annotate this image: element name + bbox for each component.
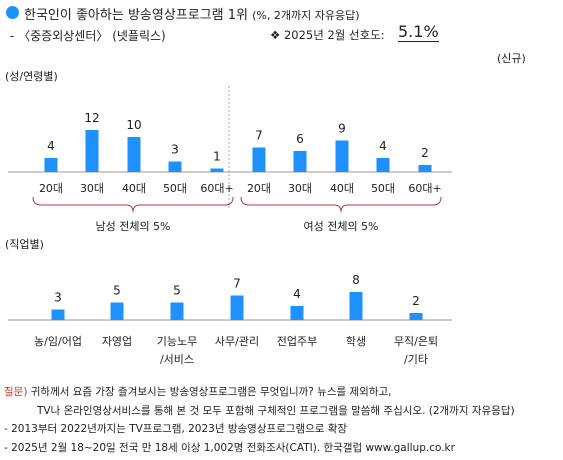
tick-label: 20대: [39, 182, 63, 195]
data-label: 4: [47, 139, 55, 153]
title-bullet-icon: [6, 6, 19, 19]
data-label: 1: [213, 150, 221, 164]
bar: [230, 295, 244, 320]
title-unit: (%, 2개까지 자유응답): [252, 9, 360, 22]
tick-label: 60대+: [408, 182, 441, 195]
data-label: 4: [379, 139, 387, 153]
data-label: 7: [233, 277, 241, 291]
preference-value: 5.1%: [398, 22, 439, 42]
tick-label: 전업주부: [277, 335, 317, 348]
tick-label: 50대: [371, 182, 395, 195]
group-brace: [32, 196, 234, 213]
bar: [418, 165, 432, 172]
question-line-1: 질문) 귀하께서 요즘 가장 즐겨보시는 방송영상프로그램은 무엇입니까? 뉴스…: [4, 386, 392, 398]
data-label: 2: [412, 294, 420, 308]
data-label: 3: [171, 143, 179, 157]
new-tag: (신규): [497, 52, 526, 65]
tick-label: 60대+: [200, 182, 233, 195]
group-label: 남성 전체의 5%: [95, 220, 170, 233]
note-line-3: - 2013부터 2022년까지는 TV프로그램, 2023년 방송영상프로그램…: [4, 423, 348, 435]
note-line-4: - 2025년 2월 18~20일 전국 만 18세 이상 1,002명 전화조…: [4, 442, 455, 454]
data-label: 2: [421, 146, 429, 160]
chart-title: 한국인이 좋아하는 방송영상프로그램 1위 (%, 2개까지 자유응답): [24, 8, 360, 23]
section-label-occupation: (직업별): [5, 238, 44, 251]
bar: [51, 309, 65, 320]
bar: [44, 158, 58, 172]
data-label: 9: [338, 122, 346, 136]
data-label: 5: [113, 284, 121, 298]
preference-label: ❖ 2025년 2월 선호도:: [270, 28, 385, 42]
bar: [376, 158, 390, 172]
tick-label: /기타: [404, 353, 428, 366]
tick-label: 20대: [247, 182, 271, 195]
bar: [335, 140, 349, 172]
tick-label: 사무/관리: [215, 335, 259, 348]
tick-label: 기능노무: [157, 335, 197, 348]
bar: [170, 302, 184, 320]
tick-label: 40대: [122, 182, 146, 195]
data-label: 10: [126, 118, 141, 132]
bar: [349, 292, 363, 320]
bar: [110, 302, 124, 320]
data-label: 12: [84, 111, 99, 125]
data-label: 3: [54, 291, 62, 305]
tick-label: 30대: [288, 182, 312, 195]
group-brace: [240, 196, 442, 213]
tick-label: 무직/은퇴: [394, 335, 438, 348]
bar: [290, 306, 304, 320]
bar: [168, 161, 182, 172]
data-label: 8: [352, 273, 360, 287]
tick-label: /서비스: [160, 353, 194, 366]
data-label: 7: [255, 129, 263, 143]
group-label: 여성 전체의 5%: [303, 220, 378, 233]
tick-label: 50대: [163, 182, 187, 195]
data-label: 4: [293, 287, 301, 301]
tick-label: 자영업: [102, 335, 132, 348]
tick-label: 농/임/어업: [34, 335, 82, 348]
question-line-2: TV나 온라인영상서비스를 통해 본 것 모두 포함해 구체적인 프로그램을 말…: [37, 405, 515, 417]
section-label-gender-age: (성/연령별): [5, 70, 58, 83]
bar: [252, 147, 266, 172]
bar: [409, 313, 423, 320]
chart-subtitle: - 〈중증외상센터〉 (넷플릭스): [10, 29, 166, 43]
data-label: 5: [173, 284, 181, 298]
tick-label: 학생: [346, 335, 366, 348]
bar: [85, 130, 99, 172]
tick-label: 40대: [330, 182, 354, 195]
data-label: 6: [296, 132, 304, 146]
bar: [293, 151, 307, 172]
bar: [127, 137, 141, 172]
tick-label: 30대: [80, 182, 104, 195]
bar: [210, 168, 224, 172]
